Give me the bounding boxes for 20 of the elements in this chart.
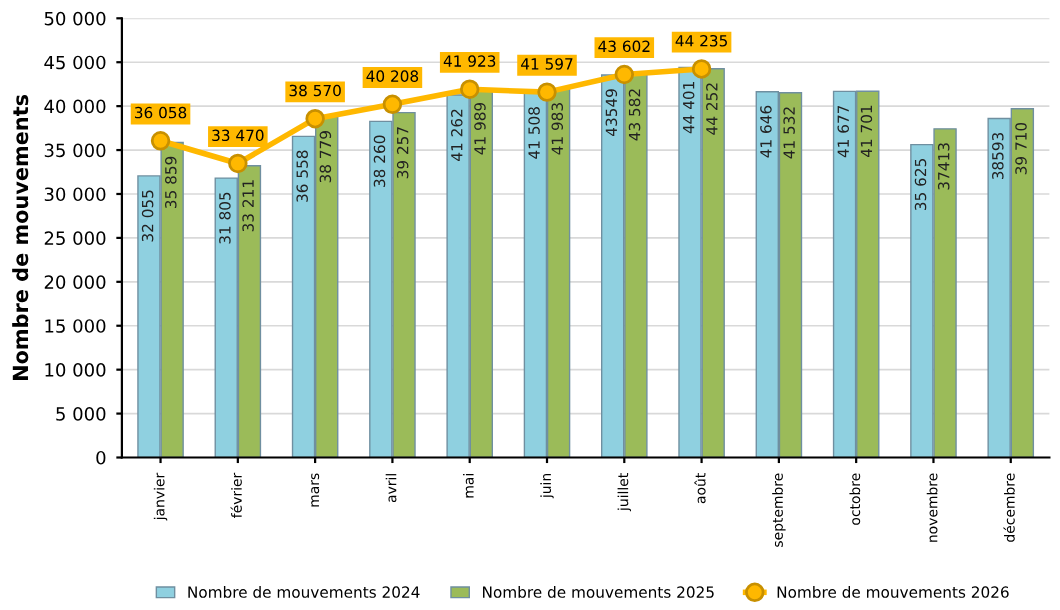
y-tick-label: 20 000 [44, 275, 106, 289]
y-tick-label: 45 000 [44, 55, 106, 70]
y-tick-label: 0 [96, 450, 106, 465]
y-tick-label: 10 000 [45, 363, 106, 377]
point [691, 59, 712, 79]
point [305, 108, 325, 129]
point [150, 131, 171, 151]
y-tick-label: 40 000 [44, 99, 106, 114]
y-tick-label: 5 000 [56, 407, 106, 421]
y-tick-label: 35 000 [44, 143, 106, 158]
y-tick-label: 15 000 [45, 319, 106, 333]
y-tick-label: 50 000 [44, 11, 106, 26]
point [382, 94, 403, 115]
point [614, 64, 635, 85]
y-axis-title: Nombre de mouvements [12, 94, 29, 380]
point [459, 79, 480, 99]
y-tick-label: 30 000 [44, 187, 106, 202]
y-tick-label: 25 000 [44, 231, 106, 246]
point [537, 82, 557, 102]
point [228, 153, 248, 174]
